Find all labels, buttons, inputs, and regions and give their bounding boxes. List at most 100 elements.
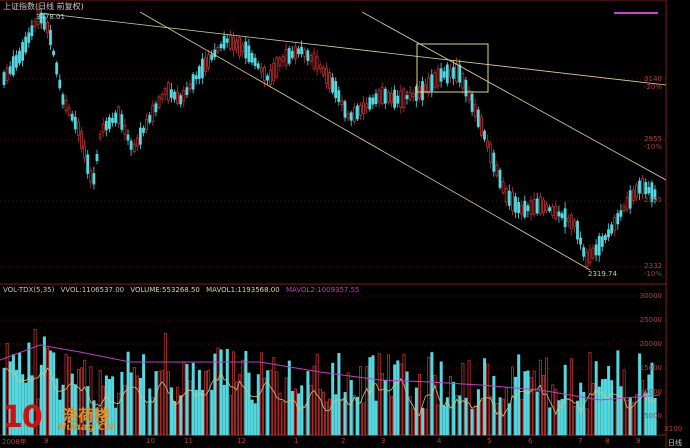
candle — [542, 199, 545, 213]
candle — [619, 210, 623, 217]
volume-bar — [92, 400, 96, 436]
candle — [278, 57, 282, 66]
volume-bar — [557, 400, 561, 436]
volume-bar — [349, 380, 353, 436]
candle — [380, 86, 384, 104]
volume-bar — [225, 349, 229, 436]
candle — [604, 235, 607, 240]
volume-bar — [594, 361, 598, 436]
candle — [588, 249, 592, 264]
volume-bar — [86, 386, 90, 436]
volume-bar — [507, 403, 511, 436]
volume-bar — [30, 375, 34, 436]
trend-line — [139, 11, 591, 271]
candle — [371, 97, 375, 105]
volume-bar — [343, 392, 347, 436]
period-tab-daily[interactable]: 日线 — [668, 439, 682, 447]
volume-bar — [576, 400, 580, 436]
volume-bar — [498, 397, 502, 436]
candle — [452, 67, 455, 79]
candle — [253, 57, 257, 66]
candle — [399, 90, 403, 109]
candle — [473, 103, 477, 118]
volume-bar — [476, 389, 480, 436]
volume-bar — [622, 369, 626, 436]
volume-bar — [293, 388, 297, 436]
volume-bar — [73, 384, 77, 436]
volume-bar — [638, 353, 642, 436]
volume-bar — [483, 358, 487, 436]
volume-bar — [154, 371, 158, 436]
volume-bar — [188, 380, 192, 436]
candle — [359, 104, 362, 116]
candle — [132, 143, 136, 152]
candle — [579, 237, 582, 245]
candle — [402, 88, 406, 109]
candle — [498, 169, 502, 188]
volume-bar — [607, 365, 611, 436]
trend-line — [361, 11, 667, 181]
volume-bar — [173, 401, 177, 436]
volume-bar — [281, 401, 285, 436]
candle — [262, 67, 266, 81]
volume-bar — [61, 384, 65, 436]
candle — [151, 104, 155, 122]
candle — [185, 87, 189, 96]
candle — [241, 44, 245, 52]
volume-bar — [473, 405, 477, 436]
candle — [67, 107, 71, 116]
volume-bar — [427, 356, 431, 436]
volume-bar — [371, 355, 375, 436]
volume-axis-label: 25000 — [639, 316, 662, 324]
volume-bar — [535, 391, 539, 436]
candle — [191, 74, 195, 90]
volume-bar — [5, 343, 9, 436]
volume-bar — [374, 400, 378, 436]
volume-bar — [631, 402, 635, 436]
date-axis-label: 7 — [578, 437, 583, 445]
volume-bar — [582, 391, 586, 436]
volume-bar — [408, 396, 412, 436]
volume-bar — [21, 374, 25, 436]
price-axis-label: -10% — [643, 143, 662, 151]
candle — [309, 55, 313, 62]
candle — [272, 63, 276, 82]
candle — [489, 143, 493, 163]
candle — [250, 53, 254, 63]
candle — [157, 96, 161, 109]
candle — [566, 217, 570, 222]
volume-bar — [114, 407, 118, 436]
candle — [355, 105, 359, 120]
volume-bar — [464, 397, 468, 436]
volume-bar — [396, 360, 400, 436]
candle — [464, 79, 468, 97]
volume-bar — [33, 329, 37, 436]
volume-bar — [148, 388, 152, 436]
volume-axis-label: 10000 — [639, 388, 662, 396]
volume-bar — [55, 378, 59, 436]
volume-axis-label: 30000 — [639, 292, 662, 300]
candle — [585, 251, 589, 267]
volume-bar — [616, 350, 620, 436]
candle — [290, 50, 294, 58]
candle — [582, 247, 586, 257]
volume-bar — [328, 398, 332, 436]
candle — [73, 116, 77, 130]
volume-bar — [365, 366, 369, 436]
candle — [560, 213, 564, 219]
candle — [483, 130, 486, 140]
candle — [142, 127, 145, 133]
volume-bar — [163, 332, 167, 436]
candle — [445, 64, 449, 84]
mavol1-line — [3, 367, 656, 417]
volume-bar — [352, 394, 356, 436]
candle — [479, 116, 483, 136]
volume-bar — [39, 364, 43, 436]
date-axis-label: 9 — [636, 437, 641, 445]
volume-bar — [644, 393, 648, 436]
volume-bar — [194, 389, 198, 436]
mavol2-value: MAVOL2:1009357.55 — [285, 286, 360, 294]
candle — [11, 56, 15, 76]
volume-bar — [458, 395, 462, 436]
